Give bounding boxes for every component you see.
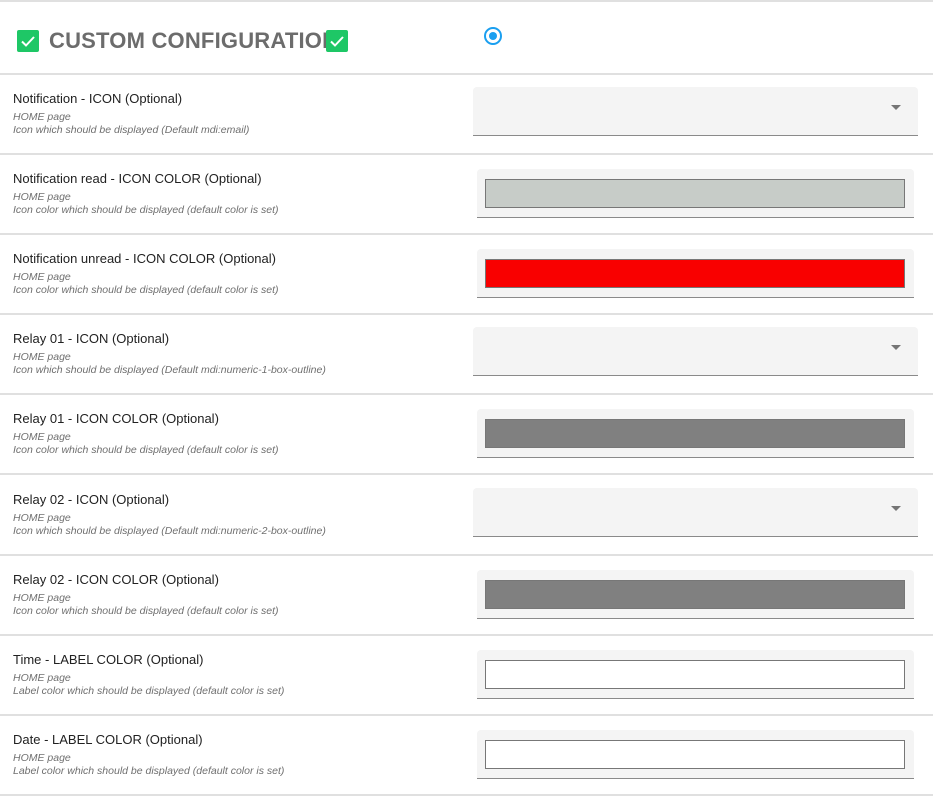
- config-row: Notification read - ICON COLOR (Optional…: [0, 154, 933, 236]
- color-picker-swatch[interactable]: [485, 579, 905, 609]
- section-header: CUSTOM CONFIGURATION: [0, 2, 933, 75]
- color-field: [477, 169, 914, 219]
- field-description: Icon color which should be displayed (de…: [13, 604, 279, 617]
- color-picker-swatch[interactable]: [485, 179, 905, 209]
- field-page: HOME page: [13, 111, 71, 123]
- color-field: [477, 569, 914, 619]
- field-page: HOME page: [13, 591, 71, 604]
- field-page: HOME page: [13, 271, 71, 284]
- field-description: Label color which should be displayed (d…: [13, 764, 285, 777]
- field-label: Notification - ICON (Optional): [13, 91, 183, 106]
- dropdown-arrow-icon: [891, 105, 901, 110]
- icon-select[interactable]: [473, 487, 918, 537]
- field-label: Relay 01 - ICON (Optional): [13, 331, 170, 347]
- config-row: Relay 01 - ICON (Optional) HOME page Icon…: [0, 314, 933, 396]
- field-description: Icon color which should be displayed (de…: [13, 204, 279, 217]
- color-picker-swatch[interactable]: [485, 739, 905, 769]
- config-row: Notification - ICON (Optional) HOME page…: [0, 74, 933, 155]
- field-label: Time - LABEL COLOR (Optional): [13, 651, 204, 667]
- config-row: Relay 02 - ICON COLOR (Optional) HOME pa…: [0, 555, 933, 636]
- config-row: Date - LABEL COLOR (Optional) HOME page L…: [0, 715, 933, 796]
- config-row: Relay 01 - ICON COLOR (Optional) HOME pa…: [0, 394, 933, 476]
- config-row: Notification unread - ICON COLOR (Option…: [0, 234, 933, 316]
- field-page: HOME page: [13, 671, 71, 684]
- field-label: Notification read - ICON COLOR (Optional…: [13, 171, 262, 187]
- field-label: Notification unread - ICON COLOR (Option…: [13, 251, 276, 267]
- section-radio[interactable]: [484, 27, 502, 45]
- icon-select[interactable]: [473, 327, 918, 377]
- check-box-icon: [326, 30, 348, 52]
- color-field: [477, 249, 914, 299]
- field-description: Icon color which should be displayed (de…: [13, 284, 279, 297]
- field-description: Icon which should be displayed (Default …: [13, 524, 326, 537]
- config-row: Relay 02 - ICON (Optional) HOME page Icon…: [0, 475, 933, 556]
- field-page: HOME page: [13, 751, 71, 764]
- field-label: Relay 01 - ICON COLOR (Optional): [13, 411, 219, 427]
- field-label: Relay 02 - ICON COLOR (Optional): [13, 571, 219, 587]
- color-picker-swatch[interactable]: [485, 419, 905, 449]
- icon-select[interactable]: [473, 87, 918, 136]
- dropdown-arrow-icon: [891, 345, 901, 351]
- field-description: Icon which should be displayed (Default …: [13, 364, 326, 377]
- section-title: CUSTOM CONFIGURATION: [49, 28, 339, 53]
- color-picker-swatch[interactable]: [485, 659, 905, 689]
- dropdown-arrow-icon: [891, 505, 901, 511]
- field-page: HOME page: [13, 511, 71, 524]
- color-field: [477, 729, 914, 779]
- field-label: Relay 02 - ICON (Optional): [13, 491, 170, 507]
- field-description: Icon color which should be displayed (de…: [13, 444, 279, 457]
- color-field: [477, 409, 914, 459]
- field-label: Date - LABEL COLOR (Optional): [13, 731, 203, 747]
- field-description: Label color which should be displayed (d…: [13, 684, 285, 697]
- config-row: Time - LABEL COLOR (Optional) HOME page L…: [0, 635, 933, 716]
- field-page: HOME page: [13, 351, 71, 364]
- field-page: HOME page: [13, 191, 71, 204]
- check-box-icon: [17, 30, 39, 52]
- top-divider: [0, 0, 933, 2]
- color-field: [477, 649, 914, 699]
- color-picker-swatch[interactable]: [485, 259, 905, 289]
- field-description: Icon which should be displayed (Default …: [13, 124, 250, 136]
- field-page: HOME page: [13, 431, 71, 444]
